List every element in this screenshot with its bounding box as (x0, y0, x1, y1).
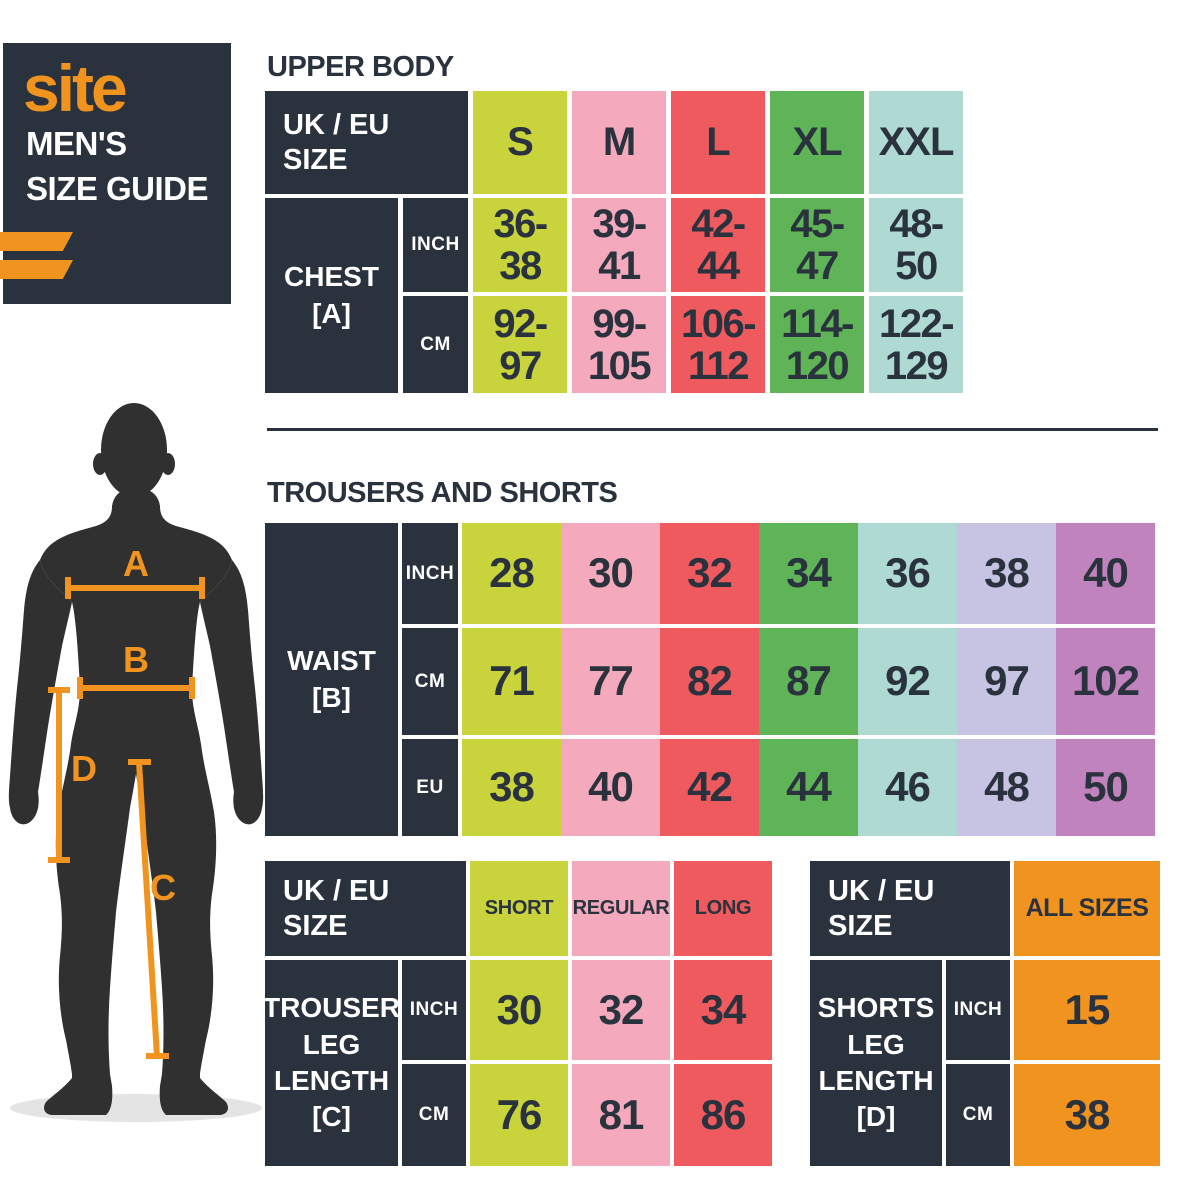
trouser-leg-cm-unit: CM (402, 1064, 466, 1166)
label-a: A (123, 543, 149, 584)
waist-inch-30: 30 (561, 523, 660, 624)
waist-table: WAIST [B] INCH CM EU 28 30 32 34 36 38 4… (265, 523, 1155, 836)
chest-inch-m: 39- 41 (572, 198, 666, 292)
leg-measure-line-c (136, 761, 160, 1057)
waist-cm-97: 97 (957, 628, 1056, 735)
right-arm (200, 560, 264, 825)
waist-cm-102: 102 (1056, 628, 1155, 735)
size-col-s: S (473, 91, 567, 194)
trouser-leg-row-label: TROUSER LEG LENGTH [C] (263, 960, 400, 1166)
waist-inch-40: 40 (1056, 523, 1155, 624)
waist-cm-71: 71 (462, 628, 561, 735)
chest-cm-xl: 114- 120 (770, 296, 864, 393)
brand-stripe-bottom (0, 260, 73, 279)
shorts-cm-unit: CM (946, 1064, 1010, 1166)
size-col-m: M (572, 91, 666, 194)
measurement-lines (48, 577, 205, 1059)
head (101, 403, 167, 497)
size-col-l: L (671, 91, 765, 194)
waist-row-label: WAIST [B] (265, 523, 398, 836)
waist-cm-unit: CM (398, 628, 462, 735)
waist-inch-unit: INCH (398, 523, 462, 624)
waist-cm-82: 82 (660, 628, 759, 735)
waist-eu-50: 50 (1056, 739, 1155, 836)
waist-cm-87: 87 (759, 628, 858, 735)
size-col-xl: XL (770, 91, 864, 194)
leg-cm-regular: 81 (572, 1064, 670, 1166)
guide-title-line2: SIZE GUIDE (26, 170, 209, 207)
shorts-leg-table: UK / EU SIZE ALL SIZES SHORTS LEG LENGTH… (810, 861, 1160, 1166)
col-long: LONG (674, 861, 772, 956)
chest-inch-unit: INCH (403, 198, 468, 292)
trouser-leg-inch-unit: INCH (402, 960, 466, 1060)
shorts-inch-unit: INCH (946, 960, 1010, 1060)
upper-size-header: UK / EU SIZE (265, 91, 468, 194)
label-d: D (71, 748, 97, 789)
shorts-leg-row-label: SHORTS LEG LENGTH [D] (810, 960, 942, 1166)
upper-body-table: UK / EU SIZE S M L XL XXL CHEST [A] INCH… (265, 91, 963, 393)
chest-inch-xl: 45- 47 (770, 198, 864, 292)
body-silhouette (8, 403, 264, 1115)
torso-and-legs (40, 488, 232, 1115)
left-arm (8, 560, 73, 825)
label-c: C (150, 867, 176, 908)
waist-cm-77: 77 (561, 628, 660, 735)
waist-eu-38: 38 (462, 739, 561, 836)
waist-inch-38: 38 (957, 523, 1056, 624)
trousers-title: TROUSERS AND SHORTS (267, 477, 618, 509)
upper-body-title: UPPER BODY (267, 51, 454, 83)
waist-eu-unit: EU (398, 739, 462, 836)
leg-inch-regular: 32 (572, 960, 670, 1060)
col-regular: REGULAR (572, 861, 670, 956)
waist-inch-32: 32 (660, 523, 759, 624)
trouser-leg-size-header: UK / EU SIZE (265, 861, 466, 956)
chest-inch-s: 36- 38 (473, 198, 567, 292)
waist-inch-34: 34 (759, 523, 858, 624)
waist-inch-36: 36 (858, 523, 957, 624)
size-col-xxl: XXL (869, 91, 963, 194)
chest-cm-unit: CM (403, 296, 468, 393)
waist-eu-42: 42 (660, 739, 759, 836)
chest-cm-s: 92- 97 (473, 296, 567, 393)
chest-cm-m: 99- 105 (572, 296, 666, 393)
col-all-sizes: ALL SIZES (1014, 861, 1160, 956)
waist-eu-44: 44 (759, 739, 858, 836)
site-logo: site (23, 51, 128, 125)
chest-inch-l: 42- 44 (671, 198, 765, 292)
guide-title-line1: MEN'S (26, 125, 127, 162)
waist-eu-40: 40 (561, 739, 660, 836)
waist-eu-46: 46 (858, 739, 957, 836)
trouser-leg-table: UK / EU SIZE SHORT REGULAR LONG TROUSER … (263, 861, 772, 1166)
waist-cm-92: 92 (858, 628, 957, 735)
leg-inch-long: 34 (674, 960, 772, 1060)
section-divider (267, 428, 1158, 431)
brand-stripe-top (0, 232, 73, 251)
leg-inch-short: 30 (470, 960, 568, 1060)
leg-cm-short: 76 (470, 1064, 568, 1166)
shorts-inch-value: 15 (1014, 960, 1160, 1060)
waist-eu-48: 48 (957, 739, 1056, 836)
leg-cm-long: 86 (674, 1064, 772, 1166)
col-short: SHORT (470, 861, 568, 956)
chest-inch-xxl: 48- 50 (869, 198, 963, 292)
chest-cm-l: 106- 112 (671, 296, 765, 393)
shorts-cm-value: 38 (1014, 1064, 1160, 1166)
label-b: B (123, 639, 149, 680)
chest-row-label: CHEST [A] (265, 198, 398, 393)
waist-inch-28: 28 (462, 523, 561, 624)
shorts-size-header: UK / EU SIZE (810, 861, 1010, 956)
chest-cm-xxl: 122- 129 (869, 296, 963, 393)
body-measurement-diagram: A B C D (8, 403, 264, 1122)
